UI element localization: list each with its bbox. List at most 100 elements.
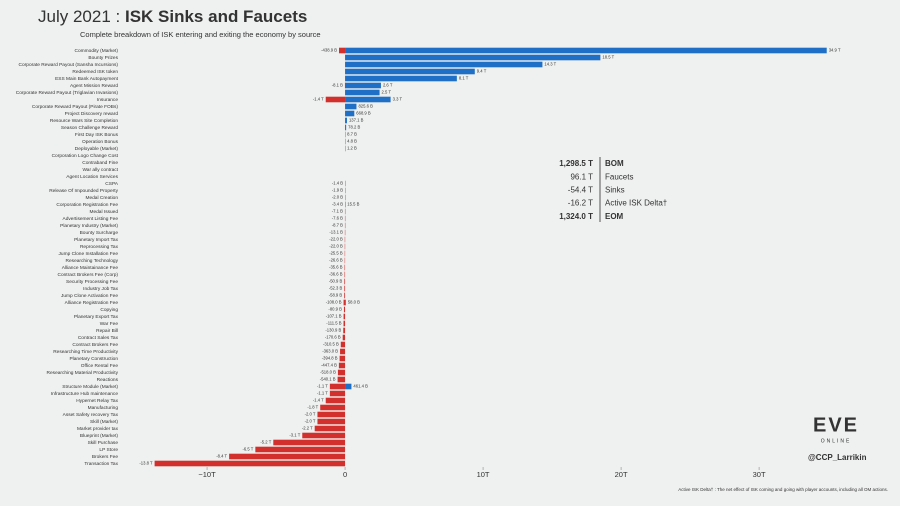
value-label: 2.5 T xyxy=(382,90,392,95)
y-tick-label: Market provider tax xyxy=(77,426,119,432)
y-tick-label: Planetary Construction xyxy=(69,356,118,362)
y-tick-label: Copying xyxy=(100,307,118,313)
summary-label: BOM xyxy=(605,159,624,168)
value-label: -394.8 B xyxy=(322,356,338,361)
y-tick-label: Release Of Impounded Property xyxy=(49,188,118,194)
y-tick-label: Planetary Import Tax xyxy=(74,237,119,243)
bar xyxy=(342,334,346,341)
y-tick-label: Alliance Maintainance Fee xyxy=(62,265,119,271)
y-tick-label: Agent Mission Reward xyxy=(70,83,118,89)
value-label: -111.5 B xyxy=(326,321,341,326)
bar xyxy=(337,369,346,376)
y-tick-label: ESS Main Bank Autopayment xyxy=(55,76,119,82)
y-tick-label: Manufacturing xyxy=(88,405,119,411)
bar xyxy=(345,299,346,306)
summary-label: Sinks xyxy=(605,186,625,195)
y-tick-label: Jump Clone Installation Fee xyxy=(59,251,119,257)
value-label: 2.6 T xyxy=(383,83,393,88)
bar xyxy=(343,306,346,313)
value-label: -22.0 B xyxy=(329,237,343,242)
value-label: -438.9 B xyxy=(321,48,337,53)
value-label: 78.2 B xyxy=(348,125,360,130)
bar xyxy=(343,313,346,320)
value-label: -3.4 B xyxy=(332,202,343,207)
value-label: 3.3 T xyxy=(393,97,403,102)
value-label: -58.9 B xyxy=(329,293,343,298)
value-label: -1.4 B xyxy=(332,181,343,186)
title-prefix: July 2021 : xyxy=(38,7,120,26)
value-label: -80.9 B xyxy=(328,307,342,312)
bar xyxy=(345,61,543,68)
y-tick-label: Transaction Tax xyxy=(84,461,118,467)
y-tick-label: Planetary Industry (Market) xyxy=(60,223,118,229)
bar xyxy=(345,54,601,61)
value-label: 825.6 B xyxy=(358,104,373,109)
bar xyxy=(325,397,346,404)
y-tick-label: Contract Sales Tax xyxy=(78,335,119,341)
summary-value: 96.1 T xyxy=(570,172,593,181)
bar xyxy=(302,432,346,439)
y-tick-label: Skill (Market) xyxy=(90,419,118,425)
y-tick-label: LP Store xyxy=(99,447,118,453)
value-label: -1.1 T xyxy=(317,391,328,396)
value-label: -540.1 B xyxy=(320,377,336,382)
bar xyxy=(343,327,346,334)
value-label: -25.5 B xyxy=(329,251,343,256)
value-label: -107.1 B xyxy=(326,314,342,319)
value-label: -447.4 B xyxy=(321,363,337,368)
value-label: -26.6 B xyxy=(329,258,343,263)
bar xyxy=(345,89,380,96)
value-label: -2.0 T xyxy=(305,412,316,417)
value-label: -35.6 B xyxy=(329,265,343,270)
y-tick-label: Resource Wars Site Completion xyxy=(50,118,118,124)
value-label: 14.3 T xyxy=(544,62,556,67)
bar xyxy=(339,47,346,54)
value-label: 18.5 T xyxy=(602,55,614,60)
summary-value: 1,298.5 T xyxy=(559,159,593,168)
y-tick-label: Industry Job Tax xyxy=(83,286,118,292)
bar xyxy=(329,390,346,397)
bar xyxy=(317,418,346,425)
bar xyxy=(345,383,352,390)
value-label: -36.6 B xyxy=(329,272,343,277)
value-label: -6.5 T xyxy=(242,447,253,452)
value-label: -170.6 B xyxy=(325,335,341,340)
value-label: -130.9 B xyxy=(325,328,341,333)
x-tick-label: 10T xyxy=(477,470,490,479)
bar xyxy=(345,117,347,124)
y-tick-label: Corporate Reward Payout (Pirate FOBs) xyxy=(32,104,119,110)
y-tick-label: Infrastructure Hub maintenance xyxy=(51,391,119,397)
y-tick-label: War ally contract xyxy=(82,167,118,173)
bar xyxy=(345,110,355,117)
y-tick-label: Bounty Surcharge xyxy=(80,230,119,236)
value-label: -363.0 B xyxy=(322,349,338,354)
bar xyxy=(343,299,346,306)
value-label: -52.3 B xyxy=(329,286,343,291)
y-tick-label: Structure Module (Market) xyxy=(62,384,118,390)
y-tick-label: Corporation Registration Fee xyxy=(56,202,118,208)
bar xyxy=(340,348,346,355)
value-label: -8.7 B xyxy=(332,223,343,228)
summary-value: -54.4 T xyxy=(568,186,593,195)
value-label: -2.0 B xyxy=(332,195,343,200)
handle: @CCP_Larrikin xyxy=(808,453,867,462)
x-tick-label: −10T xyxy=(198,470,216,479)
value-label: -2.2 T xyxy=(302,426,313,431)
y-tick-label: Contraband Fine xyxy=(82,160,118,166)
bar xyxy=(343,320,346,327)
value-label: 15.5 B xyxy=(347,202,359,207)
y-tick-label: Security Processing Fee xyxy=(66,279,118,285)
value-label: 461.4 B xyxy=(353,384,368,389)
y-tick-label: Medal Creation xyxy=(85,195,118,201)
value-label: 34.9 T xyxy=(829,48,841,53)
y-tick-label: Jump Clone Activation Fee xyxy=(61,293,118,299)
value-label: -8.4 T xyxy=(216,454,227,459)
y-tick-label: Skill Purchase xyxy=(88,440,119,446)
value-label: -22.0 B xyxy=(329,244,343,249)
y-tick-label: Researching Material Productivity xyxy=(47,370,119,376)
value-label: -108.0 B xyxy=(326,300,342,305)
value-label: -518.0 B xyxy=(320,370,336,375)
value-label: 137.1 B xyxy=(349,118,364,123)
y-tick-label: Commodity (Market) xyxy=(75,48,119,54)
